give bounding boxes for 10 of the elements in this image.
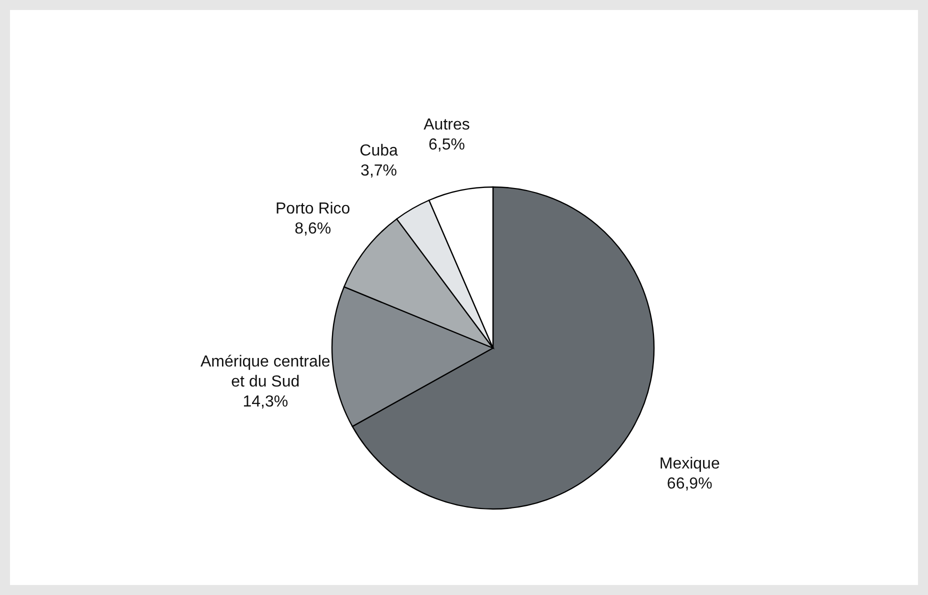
data-label: 3,7% (360, 162, 398, 180)
data-label: 8,6% (294, 220, 332, 238)
slice-label: Porto Rico (275, 200, 350, 218)
slice-label: Autres (424, 116, 470, 134)
data-label: 66,9% (666, 475, 712, 492)
slice-label: Mexique (659, 455, 720, 472)
data-label: 14,3% (242, 394, 288, 411)
slice-label: Amérique centrale et du Sud (200, 354, 330, 391)
slice-label: Cuba (360, 142, 398, 160)
data-label: 6,5% (428, 136, 465, 154)
